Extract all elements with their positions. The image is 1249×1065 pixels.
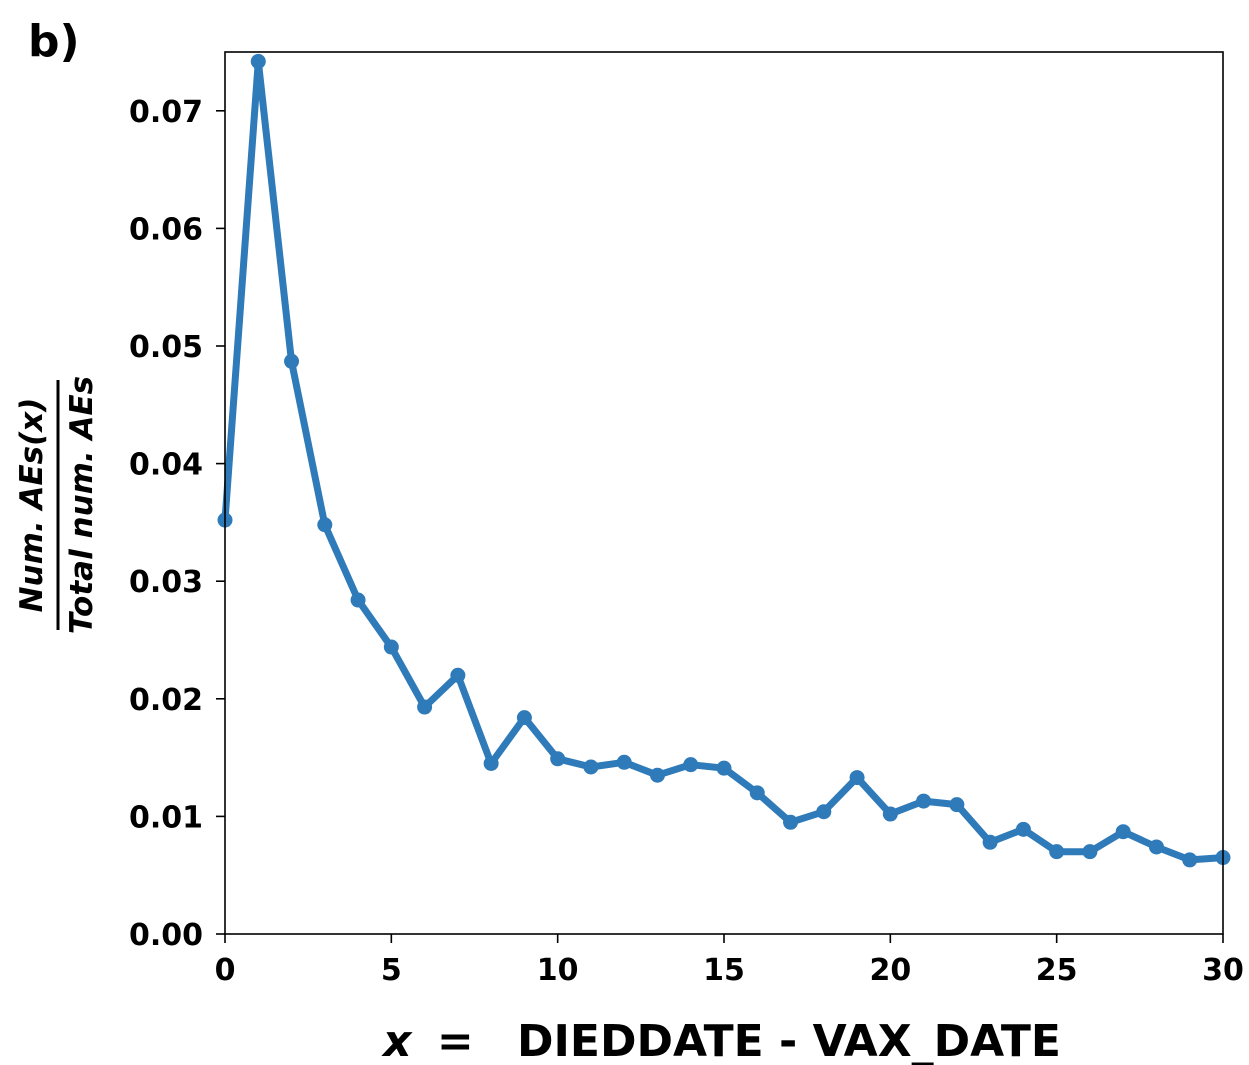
data-point <box>616 754 632 770</box>
x-tick-label: 20 <box>869 953 911 988</box>
data-point <box>683 757 699 773</box>
data-point <box>1082 844 1098 860</box>
y-tick-label: 0.00 <box>129 918 203 953</box>
y-axis-label-denominator: Total num. AEs <box>64 376 100 634</box>
data-point <box>1049 844 1065 860</box>
y-tick-label: 0.01 <box>129 800 203 835</box>
data-point <box>1182 852 1198 868</box>
data-point <box>483 755 499 771</box>
data-point <box>450 667 466 683</box>
series-line <box>221 57 1227 864</box>
x-tick-label: 10 <box>537 953 579 988</box>
data-point <box>583 759 599 775</box>
data-point <box>350 592 366 608</box>
y-tick-label: 0.03 <box>129 565 203 600</box>
data-point <box>982 834 998 850</box>
plot-frame <box>224 51 1224 935</box>
x-tick-label: 15 <box>703 953 745 988</box>
data-point <box>882 806 898 822</box>
data-point <box>1115 824 1131 840</box>
y-tick-label: 0.04 <box>129 448 203 483</box>
x-axis-label-expression: DIEDDATE - VAX_DATE <box>517 1016 1061 1065</box>
data-point <box>649 767 665 783</box>
axis-ticks <box>216 110 1224 943</box>
data-point <box>516 710 532 726</box>
data-point <box>816 804 832 820</box>
x-axis-label-variable: x <box>381 1016 413 1065</box>
y-axis-label: Num. AEs(x) Total num. AEs <box>14 376 100 634</box>
x-tick-label: 0 <box>215 953 236 988</box>
x-tick-label: 25 <box>1036 953 1078 988</box>
data-point <box>949 797 965 813</box>
data-point <box>749 785 765 801</box>
data-point <box>383 639 399 655</box>
data-point <box>849 770 865 786</box>
y-tick-label: 0.07 <box>129 95 203 130</box>
data-point <box>716 760 732 776</box>
data-point <box>417 699 433 715</box>
data-point <box>783 814 799 830</box>
panel-label: b) <box>28 16 80 67</box>
y-tick-label: 0.05 <box>129 330 203 365</box>
data-series <box>217 53 1231 868</box>
x-tick-label: 5 <box>381 953 402 988</box>
x-axis-label-equals: = <box>437 1016 474 1065</box>
data-point <box>916 793 932 809</box>
data-point <box>1148 839 1164 855</box>
y-tick-label: 0.06 <box>129 212 203 247</box>
data-point <box>250 53 266 69</box>
data-point <box>317 517 333 533</box>
x-tick-label: 30 <box>1202 953 1244 988</box>
data-point <box>284 353 300 369</box>
data-point <box>550 751 566 767</box>
data-point <box>1015 821 1031 837</box>
x-axis-label: x = DIEDDATE - VAX_DATE <box>381 1016 1061 1065</box>
y-tick-label: 0.02 <box>129 683 203 718</box>
axis-tick-labels: 0 5 10 15 20 25 30 0.00 0.01 0.02 0.03 0.04 0.05 0.06… <box>129 95 1244 988</box>
y-axis-label-numerator: Num. AEs(x) <box>14 398 50 613</box>
